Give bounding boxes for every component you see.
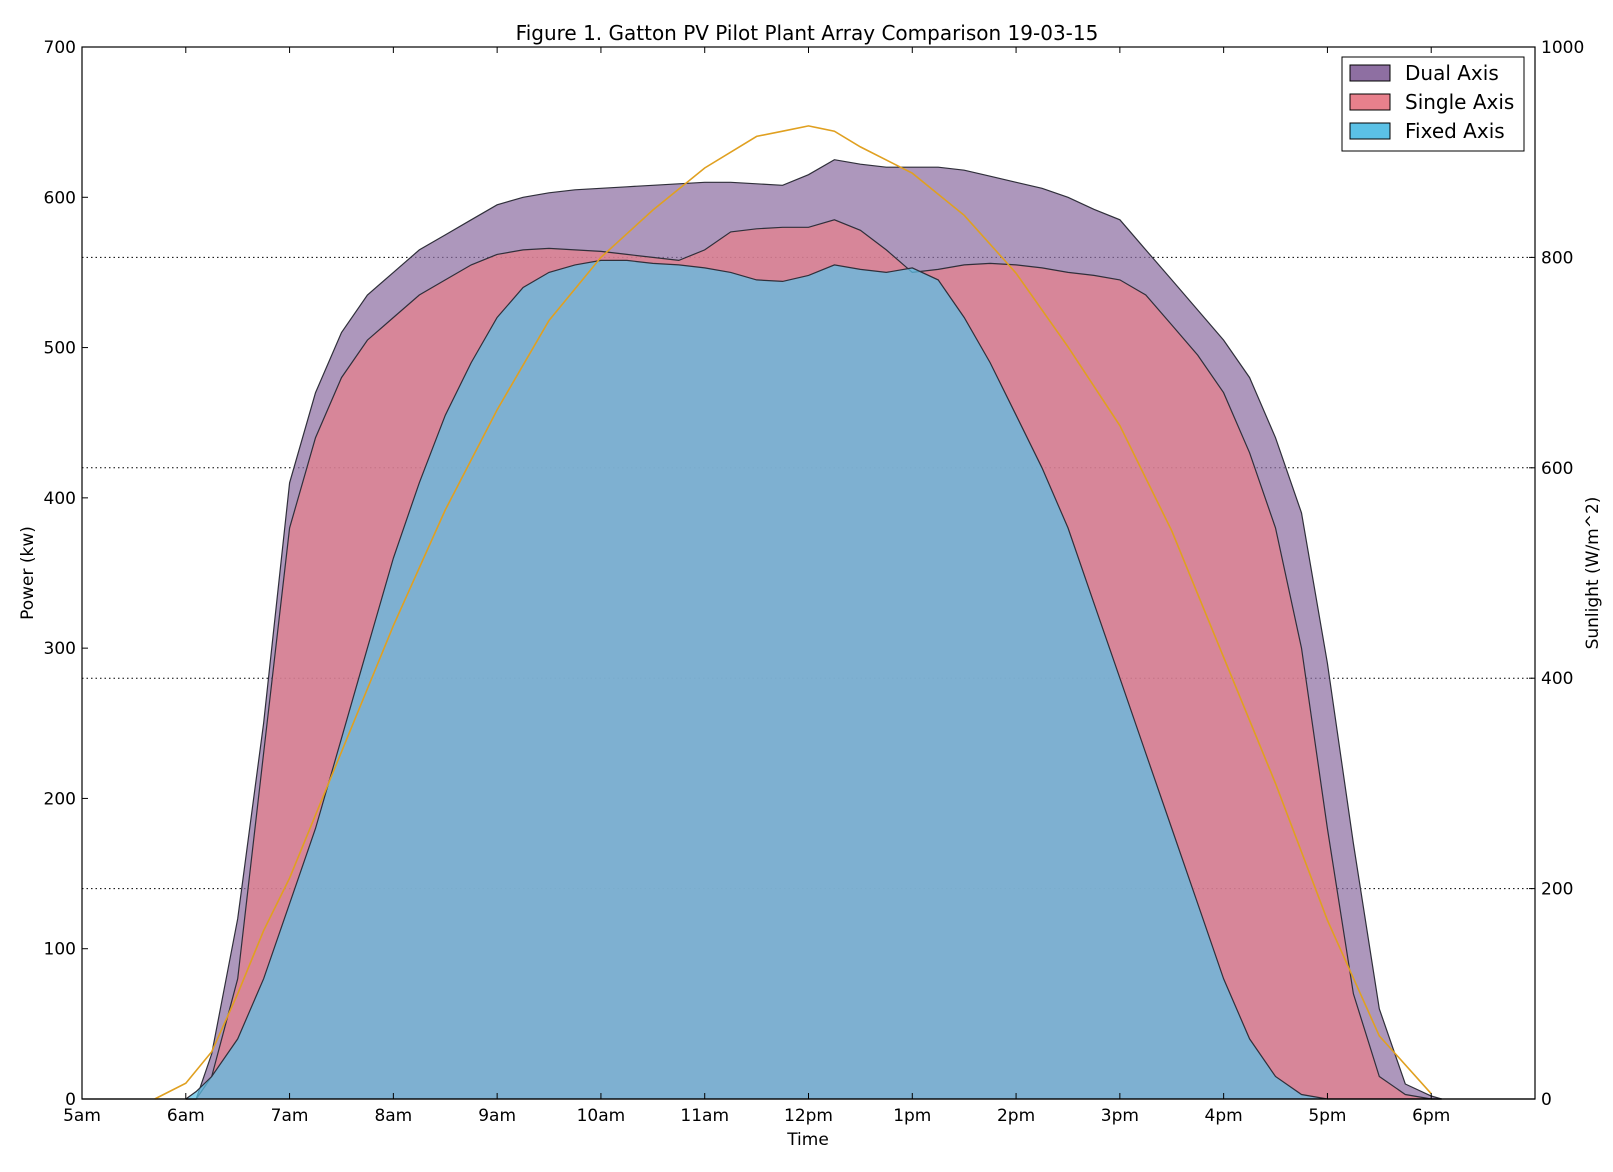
x-tick-label: 3pm [1101, 1106, 1139, 1126]
y2-tick-label: 200 [1541, 880, 1573, 900]
legend-label-1: Single Axis [1405, 90, 1514, 114]
x-tick-label: 5am [63, 1106, 101, 1126]
legend-swatch-1 [1349, 93, 1391, 111]
y-tick-label: 400 [44, 489, 76, 509]
legend: Dual Axis Single Axis Fixed Axis [1341, 56, 1525, 152]
area-fixed-axis [185, 260, 1442, 1099]
y-tick-label: 600 [44, 188, 76, 208]
x-tick-label: 11am [680, 1106, 729, 1126]
line-fixed-axis [185, 259, 1442, 1100]
y2-tick-label: 1000 [1541, 38, 1584, 58]
y2-tick-label: 600 [1541, 459, 1573, 479]
line-single-axis [185, 219, 1442, 1100]
sunlight-layer [154, 125, 1432, 1100]
y2-axis-label: Sunlight (W/m^2) [1583, 497, 1603, 650]
x-tick-label: 8am [374, 1106, 412, 1126]
x-tick-label: 4pm [1205, 1106, 1243, 1126]
y-tick-label: 0 [65, 1090, 76, 1110]
legend-swatch-0 [1349, 64, 1391, 82]
x-tick-label: 6pm [1412, 1106, 1450, 1126]
y-axis-label: Power (kw) [18, 526, 38, 620]
x-tick-label: 2pm [997, 1106, 1035, 1126]
x-tick-label: 10am [577, 1106, 626, 1126]
sunlight-line [154, 125, 1432, 1100]
x-tick-label: 7am [271, 1106, 309, 1126]
y2-tick-label: 0 [1541, 1090, 1552, 1110]
line-dual-axis [185, 159, 1442, 1100]
y-tick-label: 300 [44, 639, 76, 659]
y-tick-label: 200 [44, 789, 76, 809]
y2-axis-ticks: 0 200 400 600 800 1000 [1529, 38, 1584, 1110]
x-tick-label: 12pm [784, 1106, 833, 1126]
x-tick-label: 1pm [893, 1106, 931, 1126]
x-tick-label: 9am [478, 1106, 516, 1126]
series-layer [82, 159, 1535, 1100]
legend-label-2: Fixed Axis [1405, 119, 1505, 143]
x-tick-label: 6am [167, 1106, 205, 1126]
y-tick-label: 700 [44, 38, 76, 58]
legend-swatch-2 [1349, 122, 1391, 140]
x-axis-label: Time [786, 1130, 829, 1150]
x-axis-ticks: 5am 6am 7am 8am 9am 10am 11am 12pm 1pm 2pm 3pm 4pm 5… [63, 47, 1450, 1126]
y2-tick-label: 800 [1541, 248, 1573, 268]
chart-title: Figure 1. Gatton PV Pilot Plant Array Co… [516, 21, 1099, 45]
x-tick-label: 5pm [1308, 1106, 1346, 1126]
y2-tick-label: 400 [1541, 669, 1573, 689]
y-axis-ticks: 0 100 200 300 400 500 600 700 [44, 38, 88, 1110]
y-tick-label: 500 [44, 339, 76, 359]
y-tick-label: 100 [44, 940, 76, 960]
legend-label-0: Dual Axis [1405, 61, 1499, 85]
